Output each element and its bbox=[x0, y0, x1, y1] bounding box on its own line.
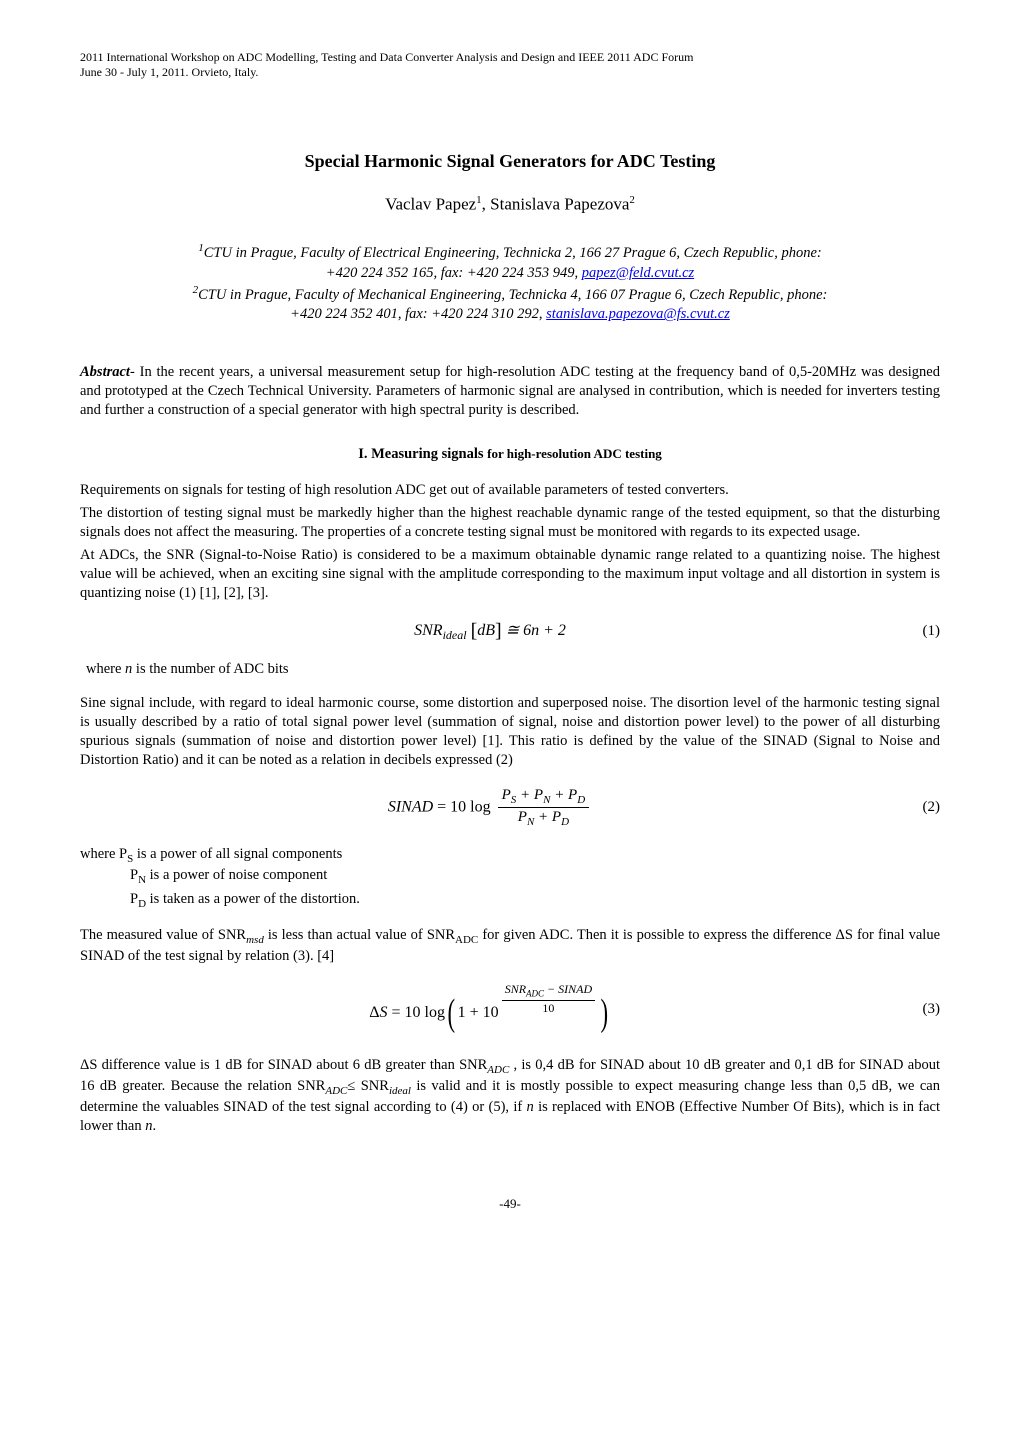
paragraph-3: At ADCs, the SNR (Signal-to-Noise Ratio)… bbox=[80, 546, 940, 603]
p5-mid1: is less than actual value of SNR bbox=[264, 927, 455, 943]
eq1-rhs: 6n + 2 bbox=[523, 622, 566, 639]
aff2-line1: CTU in Prague, Faculty of Mechanical Eng… bbox=[198, 287, 827, 303]
p6-sub2: ADC bbox=[325, 1085, 347, 1097]
p6-sub3: ideal bbox=[389, 1085, 411, 1097]
p5-sub1: msd bbox=[246, 934, 264, 946]
eq2-pd-p: + P bbox=[550, 787, 577, 803]
def-pn-sub: N bbox=[138, 874, 146, 886]
equation-2-row: SINAD = 10 log PS + PN + PD PN + PD (2) bbox=[80, 786, 940, 830]
p6-end: . bbox=[152, 1118, 156, 1134]
paragraph-5: The measured value of SNRmsd is less tha… bbox=[80, 926, 940, 966]
eq1-sub: ideal bbox=[443, 629, 467, 643]
paragraph-2: The distortion of testing signal must be… bbox=[80, 504, 940, 542]
eq1-snr: SNR bbox=[414, 622, 442, 639]
p5-sub2: ADC bbox=[455, 934, 478, 946]
header-line-1: 2011 International Workshop on ADC Model… bbox=[80, 50, 940, 65]
def-ps: where PS is a power of all signal compon… bbox=[80, 845, 940, 866]
equation-3: ΔS = 10 log(1 + 10 SNRADC − SINAD 10 ) bbox=[369, 982, 611, 1038]
author-2: Stanislava Papezova bbox=[490, 195, 629, 214]
def-pn: PN is a power of noise component bbox=[130, 866, 940, 887]
author-sep: , bbox=[482, 195, 491, 214]
def-pn-post: is a power of noise component bbox=[146, 867, 327, 883]
para-block-1: Requirements on signals for testing of h… bbox=[80, 481, 940, 602]
p6-var: n bbox=[527, 1099, 534, 1115]
eq2-frac: PS + PN + PD PN + PD bbox=[498, 786, 590, 830]
p6-mid2: ≤ SNR bbox=[347, 1078, 389, 1094]
where-clause-1: where n is the number of ADC bits bbox=[86, 660, 940, 679]
eq2-pd-d: D bbox=[577, 794, 585, 806]
aff1-line2: +420 224 352 165, fax: +420 224 353 949, bbox=[326, 265, 582, 281]
eq3-inner: 1 + 10 bbox=[458, 1004, 499, 1021]
abstract-block: Abstract- In the recent years, a univers… bbox=[80, 363, 940, 420]
header-line-2: June 30 - July 1, 2011. Orvieto, Italy. bbox=[80, 65, 940, 80]
where1-pre: where bbox=[86, 661, 125, 677]
eq2d-pd-d: D bbox=[561, 816, 569, 828]
equation-3-number: (3) bbox=[900, 1000, 940, 1020]
author-2-sup: 2 bbox=[629, 194, 635, 206]
equation-1: SNRideal [dB] ≅ 6n + 2 bbox=[414, 618, 566, 644]
section-1-sub: for high-resolution ADC testing bbox=[487, 446, 662, 461]
equation-3-row: ΔS = 10 log(1 + 10 SNRADC − SINAD 10 ) (… bbox=[80, 982, 940, 1038]
page-number: -49- bbox=[80, 1196, 940, 1213]
def-pn-pre: P bbox=[130, 867, 138, 883]
conference-header: 2011 International Workshop on ADC Model… bbox=[80, 50, 940, 80]
aff2-email-link[interactable]: stanislava.papezova@fs.cvut.cz bbox=[546, 306, 730, 322]
eq3-snr: SNR bbox=[505, 982, 526, 996]
def-pd: PD is taken as a power of the distortion… bbox=[130, 890, 940, 911]
eq1-approx: ≅ bbox=[506, 622, 523, 639]
eq2d-pn-p: P bbox=[518, 809, 527, 825]
eq3-sinad: − SINAD bbox=[544, 982, 592, 996]
p6-pre: ΔS difference value is 1 dB for SINAD ab… bbox=[80, 1057, 487, 1073]
abstract-label: Abstract bbox=[80, 364, 130, 380]
where1-post: is the number of ADC bits bbox=[132, 661, 288, 677]
eq2-10log: = 10 log bbox=[437, 798, 494, 815]
section-1-heading: I. Measuring signals for high-resolution… bbox=[80, 445, 940, 464]
affiliations: 1CTU in Prague, Faculty of Electrical En… bbox=[80, 241, 940, 325]
paragraph-4: Sine signal include, with regard to idea… bbox=[80, 694, 940, 769]
abstract-dash: - bbox=[130, 364, 140, 380]
paper-title: Special Harmonic Signal Generators for A… bbox=[80, 150, 940, 173]
def-pd-pre: P bbox=[130, 891, 138, 907]
eq3-exp-frac: SNRADC − SINAD 10 bbox=[502, 982, 595, 1017]
eq3-snr-sub: ADC bbox=[526, 988, 544, 998]
eq2-lhs: SINAD bbox=[388, 798, 437, 815]
definitions-block: where PS is a power of all signal compon… bbox=[80, 845, 940, 911]
def-pd-sub: D bbox=[138, 898, 146, 910]
eq1-unit: dB bbox=[477, 622, 495, 639]
aff1-email-link[interactable]: papez@feld.cvut.cz bbox=[582, 265, 694, 281]
aff2-line2: +420 224 352 401, fax: +420 224 310 292, bbox=[290, 306, 546, 322]
eq3-exp-den: 10 bbox=[502, 1001, 595, 1017]
def-pd-post: is taken as a power of the distortion. bbox=[146, 891, 360, 907]
eq2d-pd-p: + P bbox=[534, 809, 561, 825]
section-1-main: I. Measuring signals bbox=[358, 446, 487, 462]
eq1-rbr: ] bbox=[495, 620, 502, 642]
def-ps-post: is a power of all signal components bbox=[133, 846, 342, 862]
equation-2-number: (2) bbox=[900, 798, 940, 818]
aff1-line1: CTU in Prague, Faculty of Electrical Eng… bbox=[204, 245, 822, 261]
eq2-numerator: PS + PN + PD bbox=[498, 786, 590, 808]
equation-1-row: SNRideal [dB] ≅ 6n + 2 (1) bbox=[80, 618, 940, 644]
authors-line: Vaclav Papez1, Stanislava Papezova2 bbox=[80, 193, 940, 216]
author-1: Vaclav Papez bbox=[385, 195, 476, 214]
eq2-ps-p: P bbox=[502, 787, 511, 803]
eq2-denominator: PN + PD bbox=[498, 808, 590, 829]
paragraph-1: Requirements on signals for testing of h… bbox=[80, 481, 940, 500]
def-ps-pre: where P bbox=[80, 846, 127, 862]
equation-1-number: (1) bbox=[900, 622, 940, 642]
abstract-text: In the recent years, a universal measure… bbox=[80, 364, 940, 418]
p6-sub1: ADC bbox=[487, 1064, 509, 1076]
eq3-exp-num: SNRADC − SINAD bbox=[502, 982, 595, 1001]
eq2-pn-p: + P bbox=[516, 787, 543, 803]
paragraph-6: ΔS difference value is 1 dB for SINAD ab… bbox=[80, 1056, 940, 1136]
equation-2: SINAD = 10 log PS + PN + PD PN + PD bbox=[388, 786, 592, 830]
p5-pre: The measured value of SNR bbox=[80, 927, 246, 943]
